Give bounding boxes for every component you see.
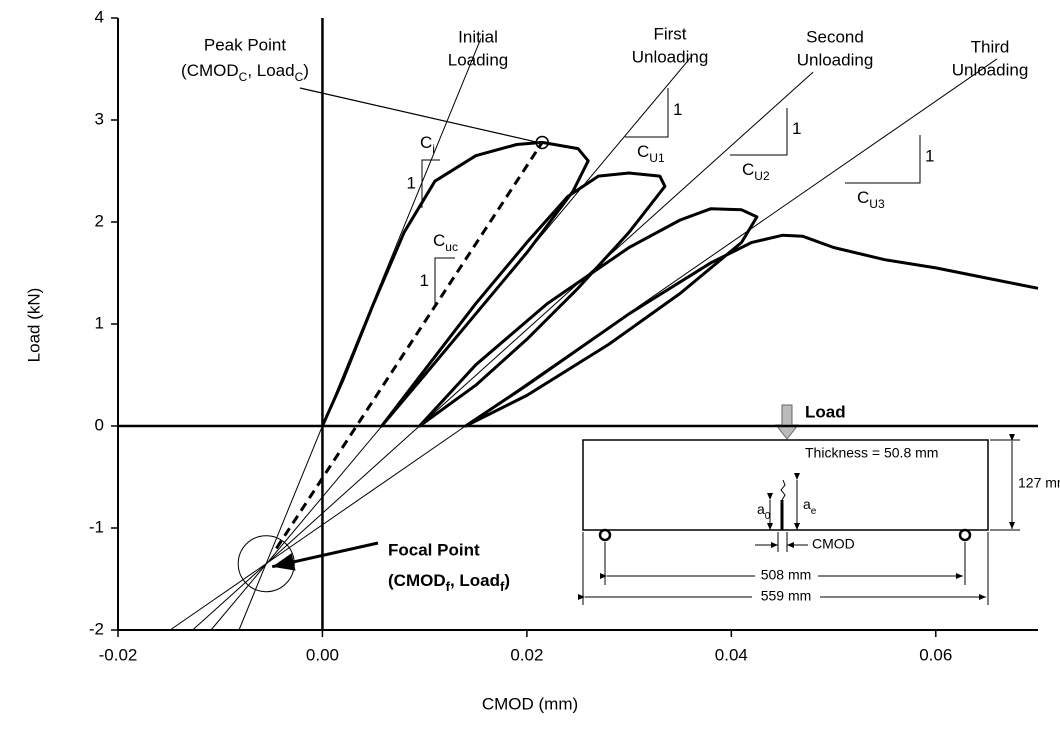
series-line [238, 38, 482, 631]
series-line [169, 58, 998, 631]
text-part: C [433, 231, 445, 250]
focal-title: Focal Point [388, 540, 480, 559]
y-tick-label: 1 [95, 313, 104, 332]
slope-rise: 1 [673, 100, 682, 119]
length-label: 559 mm [761, 588, 812, 604]
series-line [321, 140, 1039, 428]
cmod-label: CMOD [812, 536, 855, 552]
a0-label: a0 [757, 501, 771, 522]
line-label: Third [971, 37, 1010, 56]
slope-triangle [625, 88, 669, 138]
text-part: , Load [247, 61, 294, 80]
x-tick-label: 0.02 [510, 645, 543, 664]
beam [582, 439, 989, 531]
line-label: Second [806, 27, 864, 46]
subscript: C [239, 70, 248, 84]
line-label: Unloading [632, 47, 709, 66]
subscript: C [295, 70, 304, 84]
subscript: uc [445, 240, 458, 254]
series-line [192, 71, 814, 631]
text-part: (CMOD [181, 61, 239, 80]
line-label: Initial [458, 27, 498, 46]
text-part: ) [303, 61, 309, 80]
subscript: e [811, 506, 817, 517]
y-tick-label: 3 [95, 109, 104, 128]
text-part: C [420, 133, 432, 152]
slope-rise: 1 [792, 119, 801, 138]
crack [780, 479, 786, 501]
slope-rise: 1 [407, 173, 416, 192]
text-part: C [857, 188, 869, 207]
series-line [210, 57, 691, 631]
y-tick-label: 0 [95, 415, 104, 434]
focal-coords: (CMODf, Loadf) [388, 571, 510, 594]
thickness-label: Thickness = 50.8 mm [805, 445, 938, 461]
subscript: U2 [754, 169, 770, 183]
y-tick-label: -2 [89, 619, 104, 638]
line-label: First [653, 24, 686, 43]
text-part: , Load [450, 571, 500, 590]
text-part: ) [504, 571, 510, 590]
support [598, 528, 612, 542]
subscript: f [500, 579, 505, 594]
slope-triangle [434, 257, 455, 305]
slope-rise: 1 [925, 146, 934, 165]
subscript: U3 [869, 197, 885, 211]
x-axis-label: CMOD (mm) [482, 694, 578, 713]
peak-leader [299, 87, 539, 144]
line-label: Unloading [797, 50, 874, 69]
slope-label: CU1 [637, 142, 665, 165]
text-part: a [757, 501, 765, 517]
depth-label: 127 mm [1018, 475, 1060, 491]
line-label: Unloading [952, 60, 1029, 79]
y-tick-label: -1 [89, 517, 104, 536]
slope-triangle [845, 135, 921, 184]
text-part: a [803, 496, 811, 512]
peak-title: Peak Point [204, 35, 286, 54]
line-label: Loading [448, 50, 509, 69]
text-part: (CMOD [388, 571, 446, 590]
subscript: 0 [765, 511, 771, 522]
text-part: C [742, 160, 754, 179]
slope-rise: 1 [420, 271, 429, 290]
subscript: i [432, 142, 435, 156]
slope-label: CU3 [857, 188, 885, 211]
focal-arrow [271, 541, 379, 571]
x-tick-label: -0.02 [99, 645, 138, 664]
subscript: U1 [649, 151, 665, 165]
text-part: C [637, 142, 649, 161]
span-label: 508 mm [761, 567, 812, 583]
slope-triangle [730, 108, 788, 156]
x-tick-label: 0.04 [715, 645, 748, 664]
slope-label: Cuc [433, 231, 458, 254]
x-tick-label: 0.06 [919, 645, 952, 664]
slope-triangle [421, 159, 440, 208]
ae-label: ae [803, 496, 817, 517]
peak-coords: (CMODC, LoadC) [181, 61, 309, 84]
load-label: Load [805, 402, 846, 421]
y-axis-label: Load (kN) [24, 288, 43, 363]
slope-label: Ci [420, 133, 435, 156]
y-tick-label: 2 [95, 211, 104, 230]
series-line [275, 141, 544, 550]
subscript: f [446, 579, 451, 594]
specimen [578, 404, 1020, 605]
y-tick-label: 4 [95, 7, 104, 26]
support [958, 528, 972, 542]
slope-label: CU2 [742, 160, 770, 183]
x-tick-label: 0.00 [306, 645, 339, 664]
load-arrow [774, 404, 800, 440]
